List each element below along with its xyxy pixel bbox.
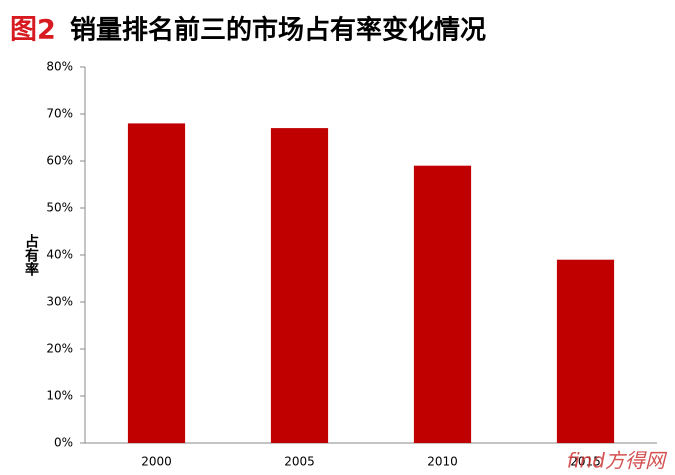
- y-tick-label: 40%: [46, 248, 73, 262]
- y-tick-label: 60%: [46, 154, 73, 168]
- y-axis-label: 占有率: [23, 233, 39, 277]
- x-tick-label: 2010: [427, 455, 458, 469]
- y-tick-label: 10%: [46, 389, 73, 403]
- bar: [556, 259, 615, 443]
- bar: [127, 123, 186, 444]
- y-tick-label: 30%: [46, 295, 73, 309]
- chart-title: 销量排名前三的市场占有率变化情况: [70, 15, 486, 46]
- watermark: find方得网: [567, 449, 668, 473]
- x-tick-label: 2015: [570, 455, 601, 469]
- y-tick-label: 70%: [46, 107, 73, 121]
- bar: [413, 165, 472, 443]
- y-tick-label: 20%: [46, 342, 73, 356]
- y-tick-label: 0%: [54, 436, 73, 450]
- x-tick-label: 2000: [141, 455, 172, 469]
- y-tick-label: 80%: [46, 60, 73, 74]
- x-tick-label: 2005: [284, 455, 315, 469]
- figure-label: 图2: [10, 15, 56, 46]
- bar: [270, 128, 329, 443]
- y-tick-label: 50%: [46, 201, 73, 215]
